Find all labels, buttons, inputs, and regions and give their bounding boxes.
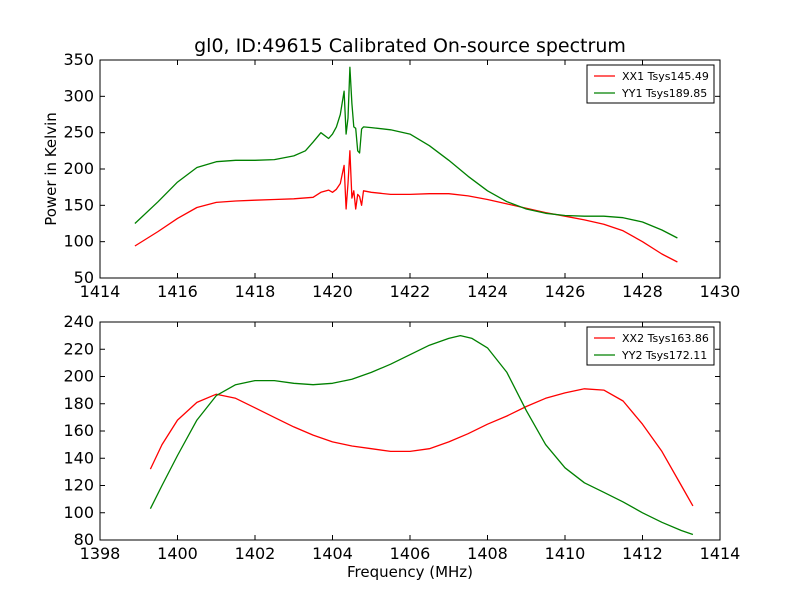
chart-0-xtick-label: 1414 (80, 282, 121, 301)
chart-1-xtick-label: 1398 (80, 544, 121, 563)
chart-1-ytick-label: 100 (63, 503, 94, 522)
chart-0-series-0-line (134, 150, 678, 263)
chart-1-xtick-label: 1402 (235, 544, 276, 563)
chart-1-series-0-line (149, 388, 694, 507)
chart-1-ytick-label: 120 (63, 476, 94, 495)
chart-0-xtick-label: 1426 (545, 282, 586, 301)
chart-1-ytick-label: 160 (63, 421, 94, 440)
chart-0-ytick-label: 50 (74, 268, 94, 287)
chart-1-xtick-label: 1404 (312, 544, 353, 563)
chart-0-xtick-label: 1430 (700, 282, 741, 301)
chart-0-ytick-label: 300 (63, 86, 94, 105)
chart-1-ytick-label: 180 (63, 394, 94, 413)
chart-1-series-1-line (149, 334, 694, 536)
chart-1-xtick-label: 1408 (467, 544, 508, 563)
chart-0-legend-label-1: YY1 Tsys189.85 (621, 87, 707, 100)
chart-1-xlabel: Frequency (MHz) (347, 563, 473, 581)
chart-0-ylabel: Power in Kelvin (42, 112, 60, 226)
chart-1-ytick-label: 200 (63, 367, 94, 386)
chart-1-legend (586, 326, 715, 366)
chart-0-legend (586, 64, 715, 104)
chart-1-xtick-label: 1412 (622, 544, 663, 563)
chart-0-ytick-label: 150 (63, 195, 94, 214)
chart-1-ytick-label: 220 (63, 339, 94, 358)
chart-1-xtick-label: 1400 (157, 544, 198, 563)
chart-0-xtick-label: 1418 (235, 282, 276, 301)
chart-0-ytick-label: 250 (63, 123, 94, 142)
chart-title: gl0, ID:49615 Calibrated On-source spect… (194, 35, 626, 57)
chart-0-xtick-label: 1422 (390, 282, 431, 301)
chart-1-ytick-label: 240 (63, 312, 94, 331)
chart-0-xtick-label: 1420 (312, 282, 353, 301)
chart-0-ytick-label: 200 (63, 159, 94, 178)
chart-0-ytick-label: 350 (63, 50, 94, 69)
chart-1-legend-label-0: XX2 Tsys163.86 (622, 332, 709, 345)
chart-0-xtick-label: 1428 (622, 282, 663, 301)
chart-1-legend-label-1: YY2 Tsys172.11 (621, 349, 707, 362)
chart-1-xtick-label: 1414 (700, 544, 741, 563)
top-chart: 1414 1416 1418 1420 1422 1424 1426 1428 1430 50 10… (42, 50, 740, 301)
chart-1-ytick-label: 140 (63, 448, 94, 467)
chart-1-xtick-label: 1410 (545, 544, 586, 563)
chart-0-series-1-line (134, 66, 678, 239)
chart-1-ytick-label: 80 (74, 530, 94, 549)
chart-0-legend-label-0: XX1 Tsys145.49 (622, 70, 709, 83)
chart-0-xtick-label: 1424 (467, 282, 508, 301)
chart-1-xtick-label: 1406 (390, 544, 431, 563)
chart-0-ytick-label: 100 (63, 232, 94, 251)
bottom-chart: 1398 1400 1402 1404 1406 1408 1410 1412 1414 80 10… (63, 312, 740, 581)
chart-0-xtick-label: 1416 (157, 282, 198, 301)
